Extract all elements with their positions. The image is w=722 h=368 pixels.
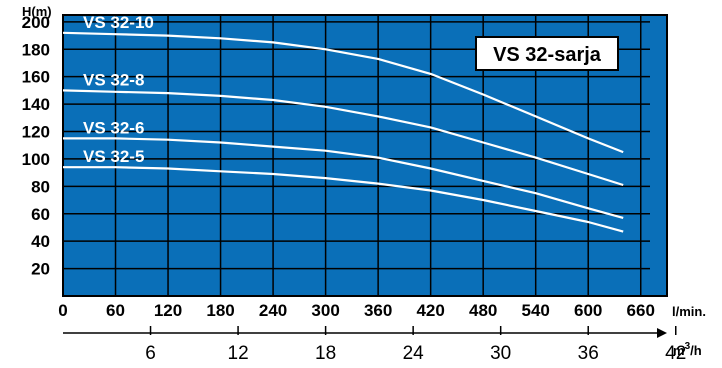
x2-tick-label: 6 (145, 343, 156, 363)
x-tick-label: 600 (574, 301, 602, 320)
x-tick-label: 180 (206, 301, 234, 320)
y-tick-label: 40 (31, 232, 50, 251)
x-tick-label: 120 (154, 301, 182, 320)
y-tick-label: 200 (22, 13, 50, 32)
series-line-vs-32-10 (62, 31, 624, 154)
tick-labels: 20 40 60 80 100 120 140 160 180 200 0 60 120 180 240 30… (22, 13, 655, 320)
grid (63, 15, 650, 296)
series-line-vs-32-8 (62, 89, 624, 187)
x-tick-label: 0 (58, 301, 67, 320)
x-tick-label: 660 (627, 301, 655, 320)
series-label: VS 32-10 (83, 13, 154, 32)
x2-tick-label: 36 (578, 343, 599, 363)
y-tick-label: 160 (22, 68, 50, 87)
x-axis-label: l/min. (672, 304, 706, 319)
x-tick-label: 540 (522, 301, 550, 320)
x-tick-label: 60 (106, 301, 125, 320)
x2-tick-label: 30 (490, 343, 511, 363)
x2-tick-label: 42 (665, 343, 686, 363)
chart-title: VS 32-sarja (493, 44, 602, 66)
x2-tick-label: 24 (403, 343, 425, 363)
y-tick-label: 20 (31, 260, 50, 279)
y-tick-label: 120 (22, 123, 50, 142)
series-label: VS 32-5 (83, 147, 144, 166)
y-tick-label: 100 (22, 150, 50, 169)
x2-axis-label: m3/h (673, 341, 702, 358)
x-tick-label: 240 (259, 301, 287, 320)
y-tick-label: 180 (22, 40, 50, 59)
y-tick-label: 60 (31, 205, 50, 224)
y-axis-label: H(m) (22, 4, 52, 19)
title-badge-box (475, 36, 619, 71)
series-line-vs-32-6 (63, 137, 624, 219)
x-tick-label: 300 (311, 301, 339, 320)
series-label: VS 32-6 (83, 118, 144, 137)
y-tick-label: 140 (22, 95, 50, 114)
curves: VS 32-10 VS 32-8 VS 32-6 VS 32-5 (62, 13, 624, 233)
series-line-vs-32-5 (63, 166, 624, 233)
series-label: VS 32-8 (83, 70, 144, 89)
x-tick-label: 360 (364, 301, 392, 320)
secondary-x-axis: 6 12 18 24 30 36 42 (63, 326, 686, 364)
x2-axis-arrow (657, 328, 667, 338)
x2-tick-label: 18 (315, 343, 336, 363)
y-tick-label: 80 (31, 177, 50, 196)
x-tick-label: 480 (469, 301, 497, 320)
x2-tick-label: 12 (228, 343, 249, 363)
title-badge: VS 32-sarja (475, 36, 619, 71)
x-tick-label: 420 (416, 301, 444, 320)
